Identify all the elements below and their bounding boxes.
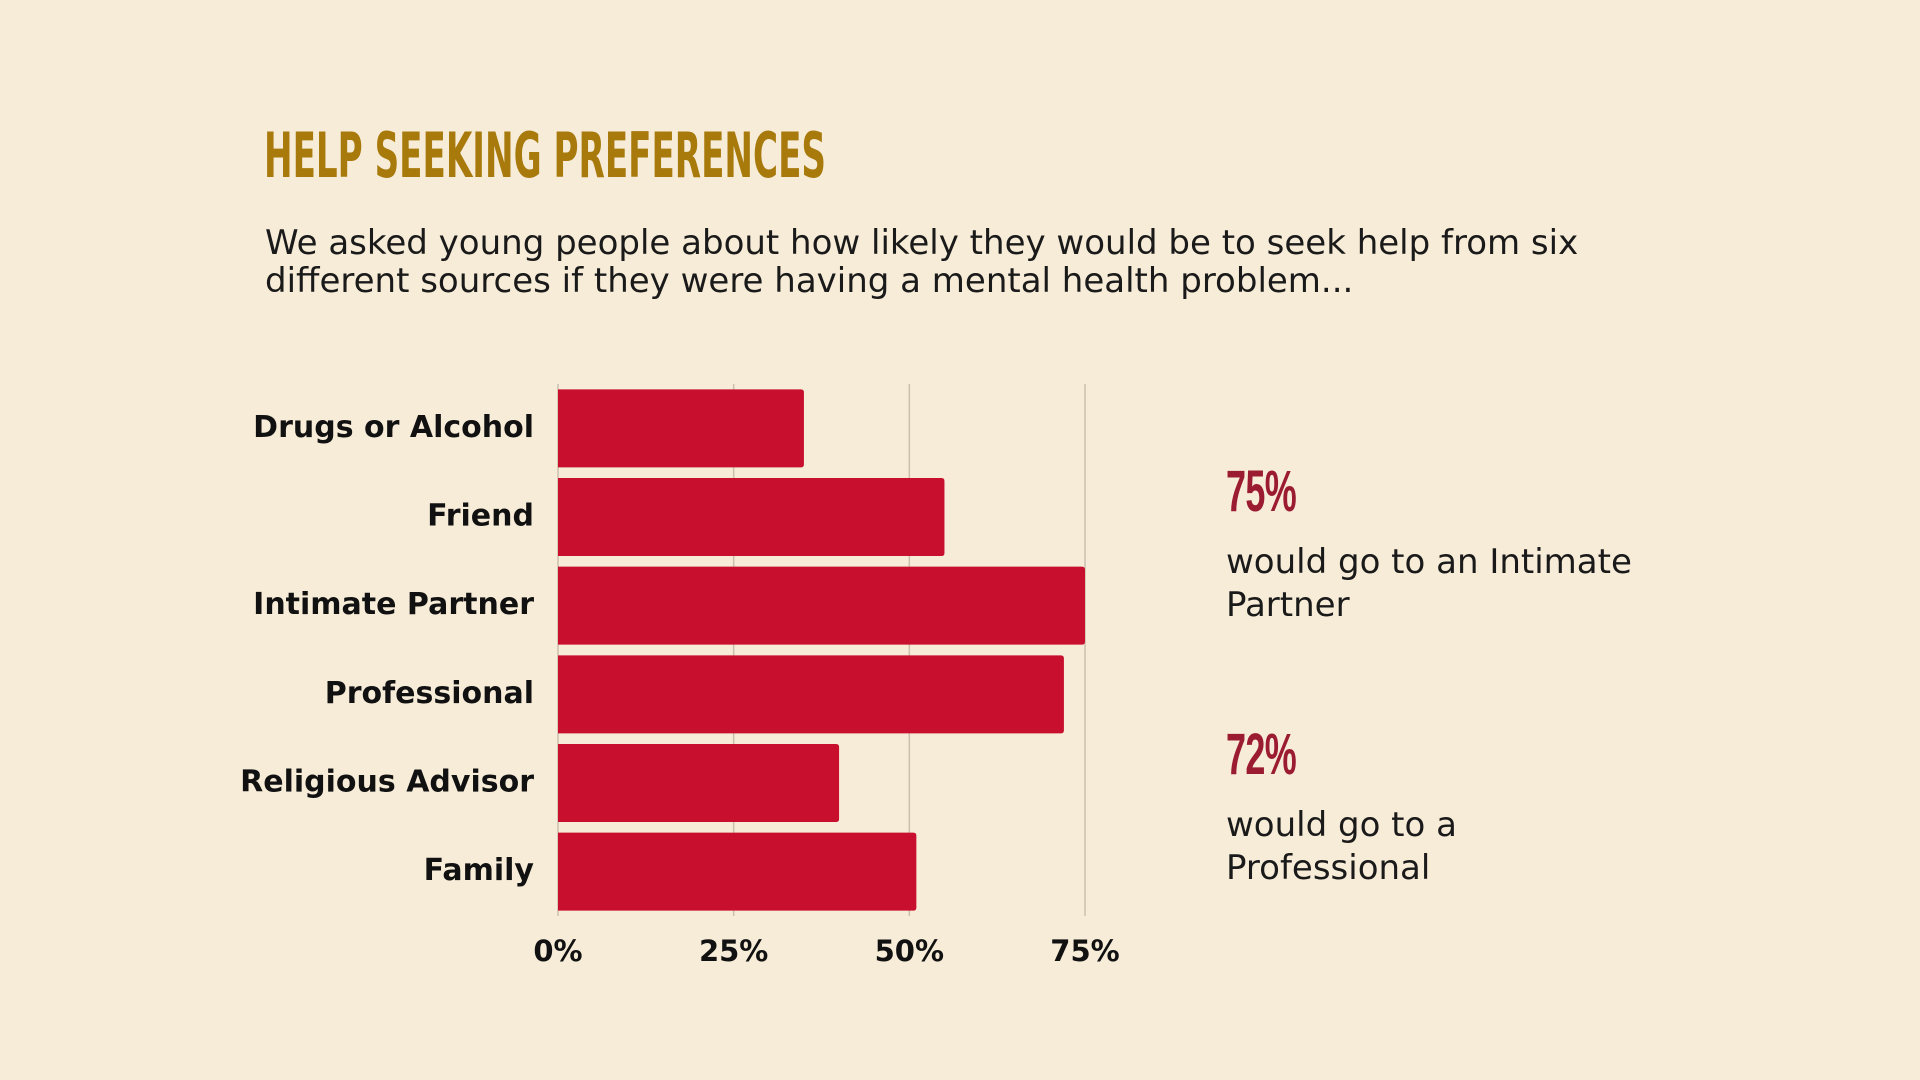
x-tick-label: 50% (875, 934, 944, 968)
x-tick-label: 25% (699, 934, 768, 968)
y-tick-label: Religious Advisor (240, 765, 534, 800)
x-tick-label: 75% (1050, 934, 1119, 968)
y-tick-label: Friend (427, 499, 534, 534)
bar (558, 389, 804, 468)
x-tick-label: 0% (533, 934, 582, 968)
callout-text: would go to a Professional (1226, 805, 1457, 888)
callout-value: 72% (1226, 722, 1297, 787)
callout-value: 75% (1226, 459, 1297, 524)
chart-title: HELP SEEKING PREFERENCES (264, 119, 826, 192)
y-tick-label: Drugs or Alcohol (253, 410, 534, 445)
y-tick-label: Intimate Partner (253, 587, 534, 622)
bar (558, 566, 1085, 645)
bar (558, 477, 945, 557)
chart-subtitle: We asked young people about how likely t… (265, 223, 1579, 301)
bar (558, 832, 917, 911)
y-tick-label: Professional (325, 676, 534, 711)
bar (558, 743, 840, 823)
bar (558, 655, 1064, 734)
y-tick-label: Family (424, 853, 535, 888)
callout-text: would go to an Intimate Partner (1226, 542, 1632, 625)
title-box: HELP SEEKING PREFERENCES (264, 119, 826, 192)
